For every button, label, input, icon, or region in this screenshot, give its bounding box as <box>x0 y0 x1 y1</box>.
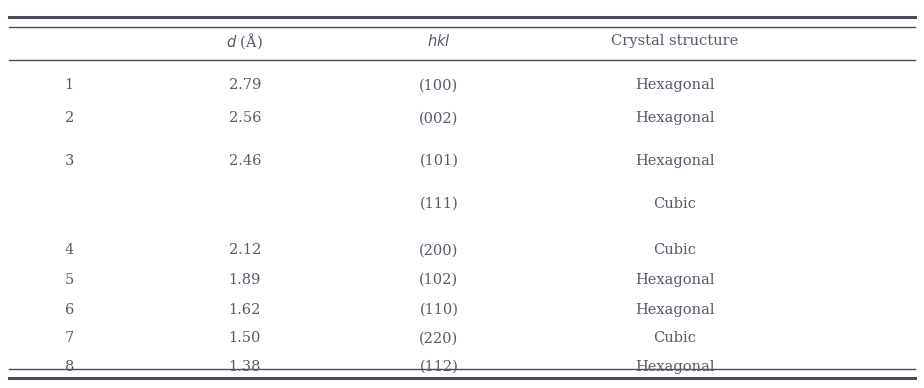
Text: (200): (200) <box>419 243 458 257</box>
Text: 2.12: 2.12 <box>229 243 261 257</box>
Text: 1.38: 1.38 <box>228 360 261 374</box>
Text: Hexagonal: Hexagonal <box>635 78 714 92</box>
Text: $d$ (Å): $d$ (Å) <box>226 31 263 50</box>
Text: (220): (220) <box>419 331 458 345</box>
Text: Hexagonal: Hexagonal <box>635 303 714 317</box>
Text: Cubic: Cubic <box>653 197 696 211</box>
Text: (100): (100) <box>419 78 458 92</box>
Text: 2.79: 2.79 <box>228 78 261 92</box>
Text: 6: 6 <box>65 303 74 317</box>
Text: (112): (112) <box>419 360 458 374</box>
Text: Cubic: Cubic <box>653 243 696 257</box>
Text: 1.62: 1.62 <box>228 303 261 317</box>
Text: Hexagonal: Hexagonal <box>635 154 714 168</box>
Text: (101): (101) <box>419 154 458 168</box>
Text: 1: 1 <box>65 78 74 92</box>
Text: 1.50: 1.50 <box>228 331 261 345</box>
Text: 2.46: 2.46 <box>228 154 261 168</box>
Text: Hexagonal: Hexagonal <box>635 273 714 287</box>
Text: 4: 4 <box>65 243 74 257</box>
Text: (102): (102) <box>419 273 458 287</box>
Text: Crystal structure: Crystal structure <box>611 34 738 48</box>
Text: Cubic: Cubic <box>653 331 696 345</box>
Text: 8: 8 <box>65 360 74 374</box>
Text: 7: 7 <box>65 331 74 345</box>
Text: 1.89: 1.89 <box>228 273 261 287</box>
Text: Hexagonal: Hexagonal <box>635 111 714 125</box>
Text: 2.56: 2.56 <box>228 111 261 125</box>
Text: $hkl$: $hkl$ <box>427 33 451 49</box>
Text: 3: 3 <box>65 154 74 168</box>
Text: (111): (111) <box>419 197 458 211</box>
Text: 5: 5 <box>65 273 74 287</box>
Text: Hexagonal: Hexagonal <box>635 360 714 374</box>
Text: (002): (002) <box>419 111 458 125</box>
Text: (110): (110) <box>419 303 458 317</box>
Text: 2: 2 <box>65 111 74 125</box>
